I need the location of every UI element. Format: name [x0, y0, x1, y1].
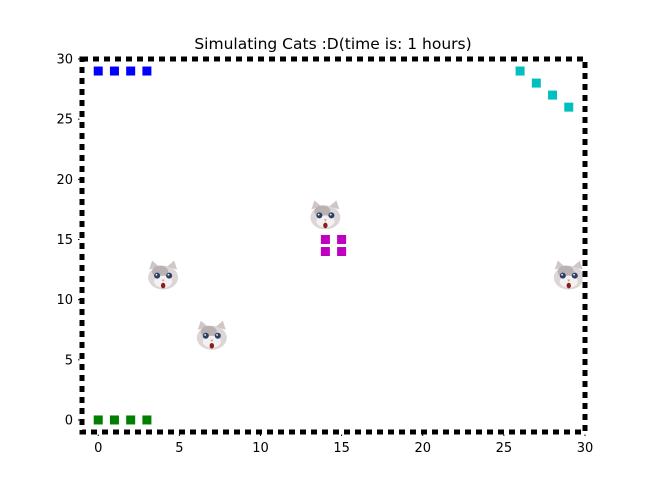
data-point	[109, 66, 119, 76]
plot-area	[82, 59, 585, 432]
data-point	[142, 415, 152, 425]
y-tick-label: 25	[56, 113, 73, 128]
cat-face-icon	[147, 260, 180, 291]
data-point	[93, 66, 103, 76]
cat-face-icon	[552, 260, 585, 291]
data-point	[548, 90, 558, 100]
chart-title: Simulating Cats :D(time is: 1 hours)	[194, 35, 471, 53]
data-point	[142, 66, 152, 76]
y-axis: 0 5 10 15 20 25 30	[56, 53, 82, 428]
data-point	[531, 78, 541, 88]
cat-face-icon	[195, 320, 228, 351]
y-tick-label: 20	[56, 173, 73, 188]
data-point	[126, 66, 136, 76]
data-point	[337, 247, 347, 257]
data-point	[126, 415, 136, 425]
y-tick-label: 0	[65, 413, 73, 428]
x-tick-label: 0	[94, 441, 102, 456]
y-tick-label: 10	[56, 293, 73, 308]
data-point	[109, 415, 119, 425]
data-point	[564, 102, 574, 112]
markers-layer	[93, 66, 574, 425]
x-tick-label: 15	[333, 441, 350, 456]
data-point	[337, 234, 347, 244]
cat-face-icon	[309, 200, 342, 231]
x-tick-label: 30	[577, 441, 594, 456]
data-point	[320, 247, 330, 257]
x-tick-label: 5	[175, 441, 183, 456]
data-point	[320, 234, 330, 244]
x-tick-label: 20	[414, 441, 431, 456]
data-point	[515, 66, 525, 76]
plot-border	[79, 56, 588, 435]
y-tick-label: 30	[56, 53, 73, 68]
x-tick-label: 25	[496, 441, 513, 456]
y-tick-label: 15	[56, 233, 73, 248]
x-tick-label: 10	[252, 441, 269, 456]
y-tick-label: 5	[65, 353, 73, 368]
x-axis: 0 5 10 15 20 25 30	[94, 432, 593, 456]
data-point	[93, 415, 103, 425]
